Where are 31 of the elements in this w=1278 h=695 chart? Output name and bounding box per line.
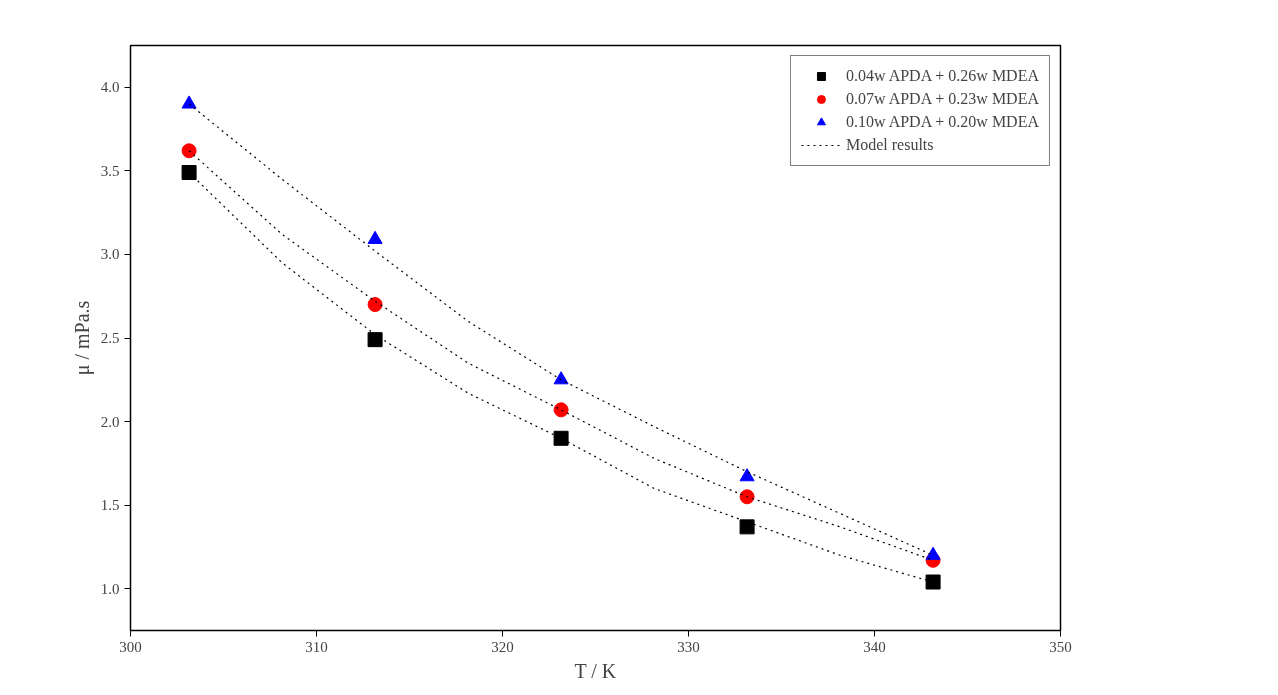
point [181,143,197,159]
legend-label: 0.07w APDA + 0.23w MDEA [845,90,1039,108]
x-tick-label: 340 [863,638,886,655]
x-tick-label: 330 [677,638,700,655]
y-tick-label: 4.0 [100,79,120,96]
y-tick-label: 3.0 [100,246,120,263]
x-axis-title: T / K [574,659,617,682]
legend-label: Model results [845,136,934,154]
y-tick-label: 2.0 [100,413,120,430]
x-tick-label: 350 [1049,638,1072,655]
y-axis-title: μ / mPa.s [70,300,94,376]
point [553,402,569,418]
legend-label: 0.10w APDA + 0.20w MDEA [845,113,1039,131]
point [739,489,755,505]
x-tick-label: 300 [119,638,142,655]
legend-label: 0.04w APDA + 0.26w MDEA [845,67,1039,85]
point [367,332,383,348]
point [553,371,569,385]
point [739,468,755,482]
point [181,165,197,181]
point [367,297,383,313]
y-tick-label: 1.0 [100,580,120,597]
y-tick-label: 2.5 [100,330,120,346]
point [553,430,569,446]
point [739,519,755,535]
x-tick-label: 320 [491,638,514,655]
point [925,546,941,560]
point [925,574,941,590]
x-tick-label: 310 [305,638,328,655]
y-tick-label: 1.5 [100,497,120,514]
y-tick-label: 3.5 [100,162,120,179]
